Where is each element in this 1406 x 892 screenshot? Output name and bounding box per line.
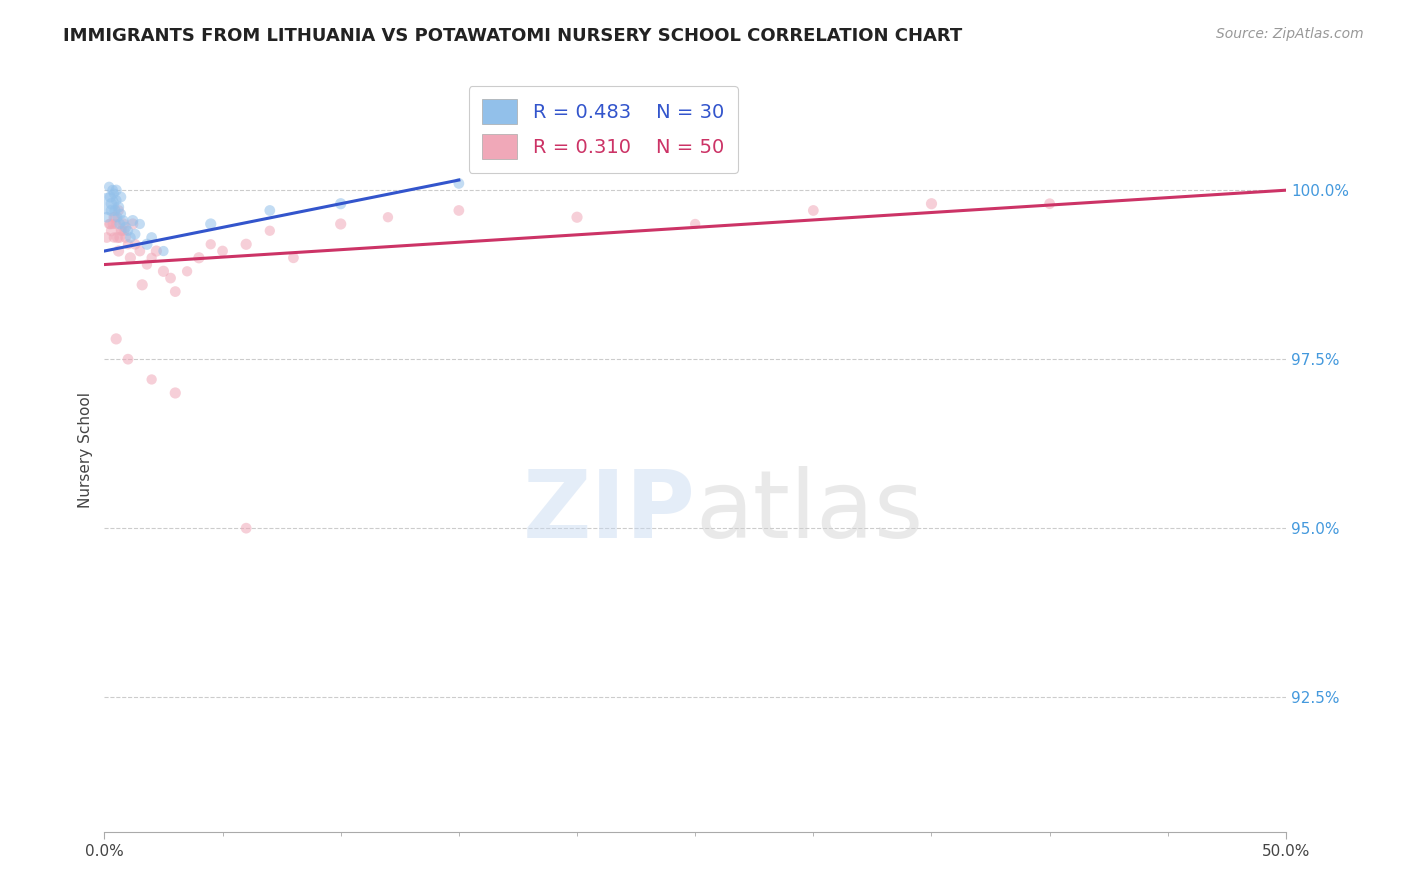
Point	[921, 196, 943, 211]
Point	[120, 230, 142, 244]
Point	[121, 213, 143, 227]
Point	[103, 186, 125, 201]
Point	[187, 251, 209, 265]
Point	[152, 264, 174, 278]
Point	[103, 211, 125, 225]
Point	[105, 211, 128, 225]
Point	[120, 251, 142, 265]
Point	[283, 251, 305, 265]
Point	[107, 244, 129, 258]
Point	[97, 196, 120, 211]
Point	[110, 224, 132, 238]
Point	[259, 203, 281, 218]
Point	[165, 386, 187, 401]
Point	[128, 217, 150, 231]
Point	[235, 521, 257, 535]
Point	[114, 224, 136, 238]
Point	[124, 237, 146, 252]
Point	[141, 372, 163, 386]
Point	[259, 224, 281, 238]
Point	[117, 352, 139, 367]
Point	[329, 196, 352, 211]
Point	[98, 217, 121, 231]
Point	[96, 211, 118, 225]
Point	[565, 211, 588, 225]
Point	[114, 230, 136, 244]
Text: Source: ZipAtlas.com: Source: ZipAtlas.com	[1216, 27, 1364, 41]
Point	[105, 217, 128, 231]
Point	[117, 224, 139, 238]
Point	[107, 200, 129, 214]
Point	[100, 203, 122, 218]
Point	[135, 258, 157, 272]
Point	[112, 217, 135, 231]
Point	[145, 244, 167, 258]
Point	[124, 227, 146, 241]
Point	[110, 207, 132, 221]
Point	[447, 203, 470, 218]
Point	[141, 251, 163, 265]
Point	[114, 220, 136, 235]
Point	[377, 211, 399, 225]
Point	[105, 194, 128, 208]
Point	[112, 213, 135, 227]
Point	[128, 244, 150, 258]
Point	[96, 230, 118, 244]
Point	[165, 285, 187, 299]
Point	[135, 237, 157, 252]
Point	[131, 277, 153, 292]
Point	[159, 271, 181, 285]
Point	[105, 230, 128, 244]
Point	[101, 183, 124, 197]
Point	[104, 211, 127, 225]
Text: ZIP: ZIP	[522, 466, 695, 558]
Point	[801, 203, 824, 218]
Point	[100, 224, 122, 238]
Point	[101, 217, 124, 231]
Point	[141, 230, 163, 244]
Y-axis label: Nursery School: Nursery School	[79, 392, 93, 508]
Point	[104, 203, 127, 218]
Point	[110, 190, 132, 204]
Point	[329, 217, 352, 231]
Point	[200, 217, 222, 231]
Text: atlas: atlas	[695, 466, 924, 558]
Point	[200, 237, 222, 252]
Legend: R = 0.483    N = 30, R = 0.310    N = 50: R = 0.483 N = 30, R = 0.310 N = 50	[468, 86, 738, 173]
Point	[117, 237, 139, 252]
Point	[447, 177, 470, 191]
Text: IMMIGRANTS FROM LITHUANIA VS POTAWATOMI NURSERY SCHOOL CORRELATION CHART: IMMIGRANTS FROM LITHUANIA VS POTAWATOMI …	[63, 27, 963, 45]
Point	[107, 203, 129, 218]
Point	[683, 217, 706, 231]
Point	[98, 190, 121, 204]
Point	[108, 230, 131, 244]
Point	[105, 183, 128, 197]
Point	[103, 230, 125, 244]
Point	[235, 237, 257, 252]
Point	[176, 264, 198, 278]
Point	[211, 244, 233, 258]
Point	[100, 196, 122, 211]
Point	[121, 217, 143, 231]
Point	[105, 332, 128, 346]
Point	[108, 217, 131, 231]
Point	[98, 217, 121, 231]
Point	[111, 224, 134, 238]
Point	[1039, 196, 1062, 211]
Point	[98, 179, 121, 194]
Point	[152, 244, 174, 258]
